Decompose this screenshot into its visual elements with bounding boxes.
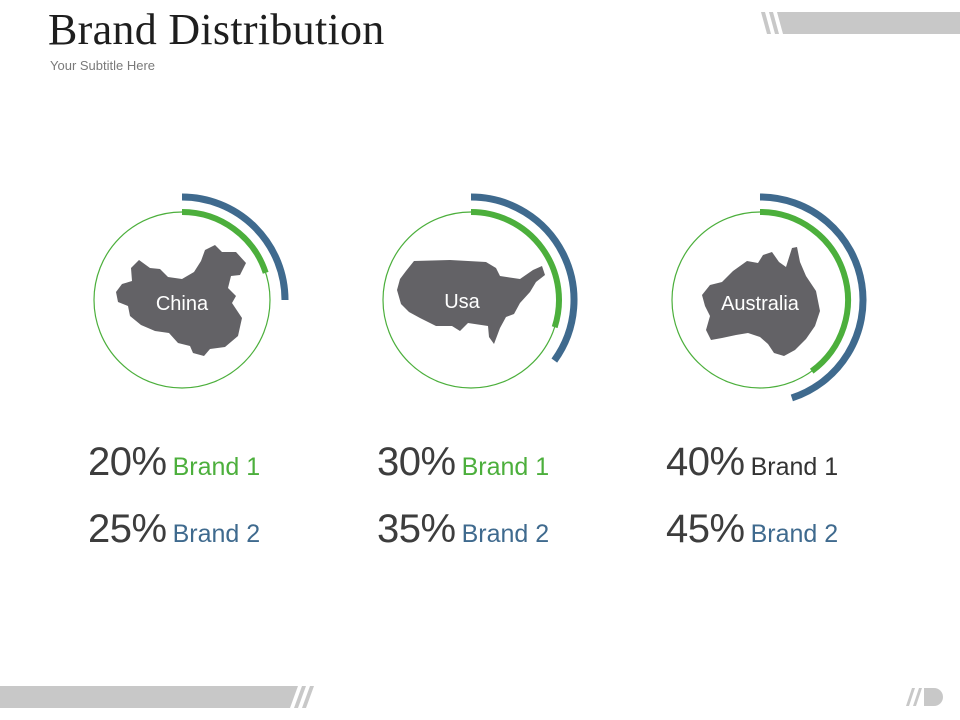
page-subtitle: Your Subtitle Here <box>50 58 156 73</box>
stat-row-brand1: 40% Brand 1 <box>666 440 838 485</box>
stat-row-brand1: 20% Brand 1 <box>88 440 260 485</box>
usa-map-shape <box>397 260 545 344</box>
brand1-label: Brand 1 <box>750 453 839 481</box>
brand2-percent: 45% <box>666 507 745 551</box>
footer-decoration-left <box>0 686 314 708</box>
brand1-percent: 40% <box>666 440 745 484</box>
australia-map-shape <box>702 247 820 356</box>
china-map-shape <box>116 245 246 356</box>
region-label: Usa <box>444 291 480 313</box>
brand2-percent: 35% <box>377 507 456 551</box>
brand2-arc <box>470 193 578 363</box>
brand1-arc <box>759 209 851 374</box>
brand1-arc <box>181 209 269 274</box>
region-label: China <box>156 293 209 315</box>
brand2-label: Brand 2 <box>461 520 550 548</box>
stat-row-brand2: 35% Brand 2 <box>377 507 549 552</box>
brand1-arc <box>470 209 562 329</box>
chart-china: China <box>93 193 289 389</box>
brand1-percent: 20% <box>88 440 167 484</box>
page-title: Brand Distribution <box>48 5 385 54</box>
region-label: Australia <box>721 293 800 315</box>
brand1-percent: 30% <box>377 440 456 484</box>
brand1-label: Brand 1 <box>461 453 550 481</box>
brand1-label: Brand 1 <box>172 453 261 481</box>
stat-row-brand2: 45% Brand 2 <box>666 507 838 552</box>
brand2-arc <box>181 193 289 301</box>
brand2-label: Brand 2 <box>172 520 261 548</box>
header-decoration <box>761 12 960 34</box>
brand2-percent: 25% <box>88 507 167 551</box>
stat-row-brand2: 25% Brand 2 <box>88 507 260 552</box>
footer-decoration-right <box>906 688 943 706</box>
chart-australia: Australia <box>671 193 867 402</box>
chart-usa: Usa <box>382 193 578 389</box>
brand2-label: Brand 2 <box>750 520 839 548</box>
stat-row-brand1: 30% Brand 1 <box>377 440 549 485</box>
brand2-arc <box>759 193 867 402</box>
